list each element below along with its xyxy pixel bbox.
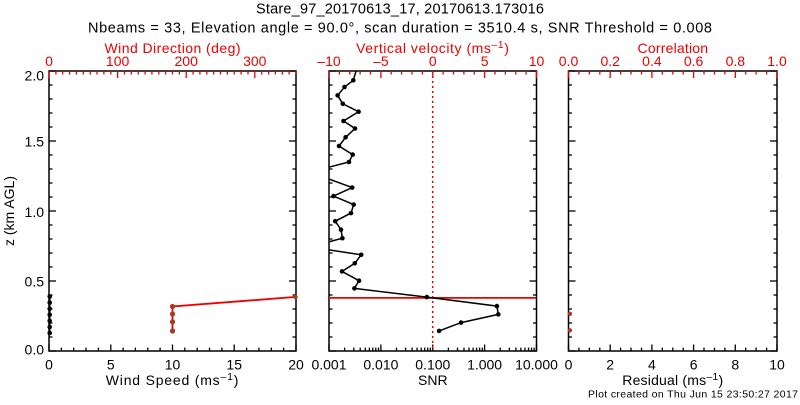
svg-text:200: 200 — [175, 53, 199, 69]
svg-text:0: 0 — [45, 53, 53, 69]
svg-text:0: 0 — [565, 357, 573, 373]
svg-text:1.000: 1.000 — [467, 357, 502, 373]
svg-text:15: 15 — [226, 357, 242, 373]
svg-text:0: 0 — [429, 53, 437, 69]
svg-text:10: 10 — [165, 357, 181, 373]
svg-text:0.001: 0.001 — [311, 357, 346, 373]
svg-text:5: 5 — [481, 53, 489, 69]
svg-text:1.5: 1.5 — [25, 134, 45, 150]
svg-text:100: 100 — [106, 53, 130, 69]
svg-text:1.0: 1.0 — [25, 204, 45, 220]
svg-text:Correlation: Correlation — [638, 40, 709, 56]
svg-text:Residual (ms–1): Residual (ms–1) — [622, 371, 723, 388]
svg-text:0: 0 — [45, 357, 53, 373]
svg-text:–5: –5 — [373, 53, 389, 69]
svg-text:0.6: 0.6 — [684, 53, 704, 69]
svg-text:Nbeams = 33, Elevation angle =: Nbeams = 33, Elevation angle = 90.0°, sc… — [88, 21, 712, 37]
svg-text:Wind Speed (ms–1): Wind Speed (ms–1) — [106, 371, 239, 388]
svg-text:–10: –10 — [317, 53, 341, 69]
svg-text:10: 10 — [769, 357, 785, 373]
svg-text:2: 2 — [606, 357, 614, 373]
svg-text:0.5: 0.5 — [25, 274, 45, 290]
svg-text:4: 4 — [648, 357, 656, 373]
svg-text:SNR: SNR — [418, 372, 448, 388]
svg-text:300: 300 — [243, 53, 267, 69]
svg-text:0.010: 0.010 — [363, 357, 398, 373]
svg-text:10.000: 10.000 — [515, 357, 558, 373]
svg-text:10: 10 — [529, 53, 545, 69]
svg-text:0.8: 0.8 — [726, 53, 746, 69]
svg-text:5: 5 — [107, 357, 115, 373]
svg-text:Stare_97_20170613_17, 20170613: Stare_97_20170613_17, 20170613.173016 — [256, 2, 544, 18]
svg-text:20: 20 — [288, 357, 304, 373]
svg-text:8: 8 — [731, 357, 739, 373]
svg-text:Vertical velocity (ms–1): Vertical velocity (ms–1) — [356, 39, 509, 56]
svg-text:2.0: 2.0 — [25, 68, 45, 84]
svg-text:0.100: 0.100 — [415, 357, 450, 373]
svg-text:1.0: 1.0 — [767, 53, 787, 69]
svg-text:Plot created on Thu Jun 15 23:: Plot created on Thu Jun 15 23:50:27 2017 — [588, 389, 798, 401]
svg-text:Wind Direction (deg): Wind Direction (deg) — [105, 40, 241, 56]
svg-text:0.4: 0.4 — [642, 53, 662, 69]
svg-text:6: 6 — [690, 357, 698, 373]
svg-text:0.0: 0.0 — [559, 53, 579, 69]
svg-text:0.0: 0.0 — [25, 342, 45, 358]
svg-text:0.2: 0.2 — [600, 53, 620, 69]
svg-text:z (km AGL): z (km AGL) — [1, 176, 17, 246]
